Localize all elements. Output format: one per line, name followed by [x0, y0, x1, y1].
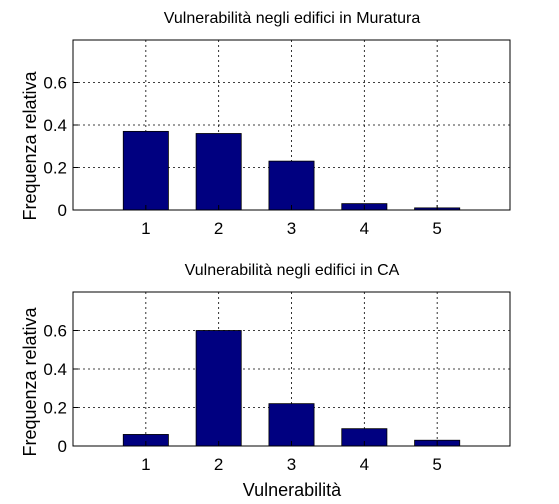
x-tick-label: 5	[432, 219, 441, 238]
x-tick-label: 3	[287, 219, 296, 238]
bar	[268, 403, 315, 447]
x-axis-label: Vulnerabilità	[243, 480, 342, 500]
y-axis-label: Frequenza relativa	[20, 70, 40, 220]
plot-area: 0 0.2 0.4 0.6 1 2 3 4 5	[43, 291, 511, 474]
y-tick-label: 0	[58, 437, 67, 456]
x-tick-label: 1	[141, 219, 150, 238]
chart-ca: Vulnerabilità negli edifici in CA Freque…	[20, 262, 511, 500]
y-tick-label: 0.6	[43, 74, 67, 93]
y-tick-label: 0.2	[43, 159, 67, 178]
x-tick-label: 5	[432, 455, 441, 474]
y-tick-label: 0.2	[43, 399, 67, 418]
chart-muratura: Vulnerabilità negli edifici in Muratura …	[20, 10, 511, 238]
bar	[268, 160, 315, 211]
y-tick-label: 0	[58, 201, 67, 220]
chart-title: Vulnerabilità negli edifici in Muratura	[164, 10, 421, 27]
plot-area: 0 0.2 0.4 0.6 1 2 3 4 5	[43, 39, 511, 238]
x-tick-label: 4	[360, 219, 369, 238]
chart-title: Vulnerabilità negli edifici in CA	[185, 262, 400, 279]
y-tick-label: 0.4	[43, 116, 67, 135]
y-tick-label: 0.4	[43, 360, 67, 379]
x-tick-label: 1	[141, 455, 150, 474]
bar	[195, 133, 242, 211]
bar	[195, 330, 242, 447]
x-tick-label: 4	[360, 455, 369, 474]
x-tick-label: 2	[214, 219, 223, 238]
y-axis-label: Frequenza relativa	[20, 306, 40, 456]
x-tick-label: 3	[287, 455, 296, 474]
bar	[122, 130, 169, 211]
y-tick-label: 0.6	[43, 322, 67, 341]
x-tick-label: 2	[214, 455, 223, 474]
